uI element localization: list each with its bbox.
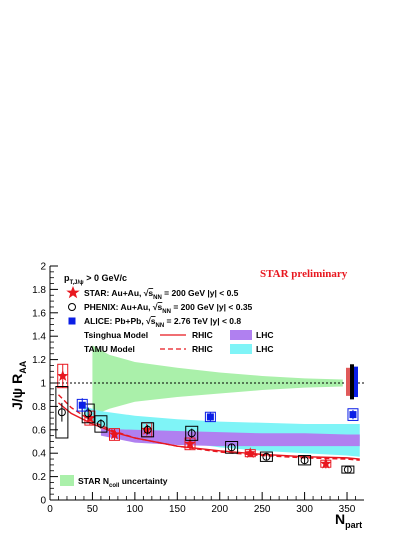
phenix-data-point [300,456,309,465]
x-tick-label: 250 [254,504,271,515]
y-tick-label: 0.4 [32,449,46,460]
y-tick-label: 0.6 [32,425,46,436]
legend-tsinghua-text: Tsinghua Model [84,330,148,340]
global-uncertainty-box [350,364,354,400]
x-tick-label: 100 [127,504,144,515]
y-tick-label: 1.8 [32,285,46,296]
star-data-point [141,423,153,435]
global-uncertainty-boxes [346,364,358,400]
legend-phenix-marker [68,303,76,311]
star-data-point [84,412,96,423]
legend-tsinghua-rhic-text: RHIC [192,330,213,340]
systematic-box [55,386,69,439]
y-tick-label: 1.6 [32,308,46,319]
phenix-data-point [227,443,236,452]
legend-tsinghua-lhc-swatch [230,330,252,340]
x-tick-label: 350 [339,504,356,515]
phenix-data-point [84,409,93,418]
y-axis-label: J/ψ RAA [9,360,28,410]
alice-data-point [206,413,214,421]
axes: 0 0.2 0.4 0.6 0.8 1 1.2 1.4 1.6 1.8 2 0 50 100 150 200 2… [32,262,364,515]
star-data-point [57,369,69,381]
global-uncertainty-box [354,366,358,398]
y-tick-label: 1.2 [32,355,46,366]
legend-tamu-rhic-text: RHIC [192,344,213,354]
systematic-box [259,451,273,462]
x-axis-label: Npart [335,511,362,530]
star-data-point [184,437,196,449]
global-uncertainty-box [346,367,350,396]
y-tick-label: 0 [40,496,46,507]
y-tick-label: 0.8 [32,402,46,413]
phenix-data-point [343,465,352,474]
data-points [55,363,359,474]
legend-tamu-text: TAMU Model [84,344,135,354]
phenix-data-point [187,429,196,438]
alice-data-point [78,401,86,409]
y-tick-label: 0.2 [32,472,46,483]
star-data-point [108,428,121,440]
legend-star-marker [66,286,80,299]
systematic-box [141,422,155,438]
model-bands [83,345,360,457]
legend: STAR: Au+Au, √sNN = 200 GeV |y| < 0.5 PH… [60,286,273,489]
legend-ncoll-swatch [60,475,74,486]
systematic-box [298,455,312,466]
legend-tamu-lhc-swatch [230,344,252,354]
systematic-box [185,425,199,441]
legend-tsinghua-lhc-text: LHC [256,330,273,340]
star-preliminary-label: STAR preliminary [260,268,348,280]
systematic-box [225,441,239,454]
legend-tamu-lhc-text: LHC [256,344,273,354]
y-tick-label: 2 [40,262,46,273]
legend-phenix-text: PHENIX: Au+Au, √sNN = 200 GeV |y| < 0.35 [84,302,253,315]
phenix-data-point [143,425,152,434]
legend-ncoll-text: STAR Ncoll uncertainty [78,476,168,489]
x-tick-label: 300 [296,504,313,515]
sqrt-sign: √ [144,288,149,298]
systematic-box [94,415,108,433]
star-data-point [244,447,256,459]
systematic-box [347,408,359,421]
y-tick-label: 1.4 [32,332,46,343]
x-tick-label: 50 [87,504,99,515]
y-tick-label: 1 [40,379,46,390]
x-tick-label: 0 [47,504,53,515]
star-data-point [320,457,332,469]
legend-star-text: STAR: Au+Au, √sNN = 200 GeV |y| < 0.5 [84,288,239,301]
legend-alice-marker [68,317,76,325]
legend-alice-text: ALICE: Pb+Pb, √sNN = 2.76 TeV |y| < 0.8 [84,316,241,329]
alice-data-point [349,411,357,419]
pt-cut-label: pT,J/ψ > 0 GeV/c [64,273,127,286]
systematic-box [81,403,95,424]
x-tick-label: 150 [169,504,186,515]
x-tick-label: 200 [211,504,228,515]
phenix-data-point [57,408,66,417]
phenix-data-point [262,452,271,461]
phenix-data-point [96,419,105,428]
ncoll-uncertainty-band [92,345,343,416]
tsinghua-lhc-band [100,428,360,447]
